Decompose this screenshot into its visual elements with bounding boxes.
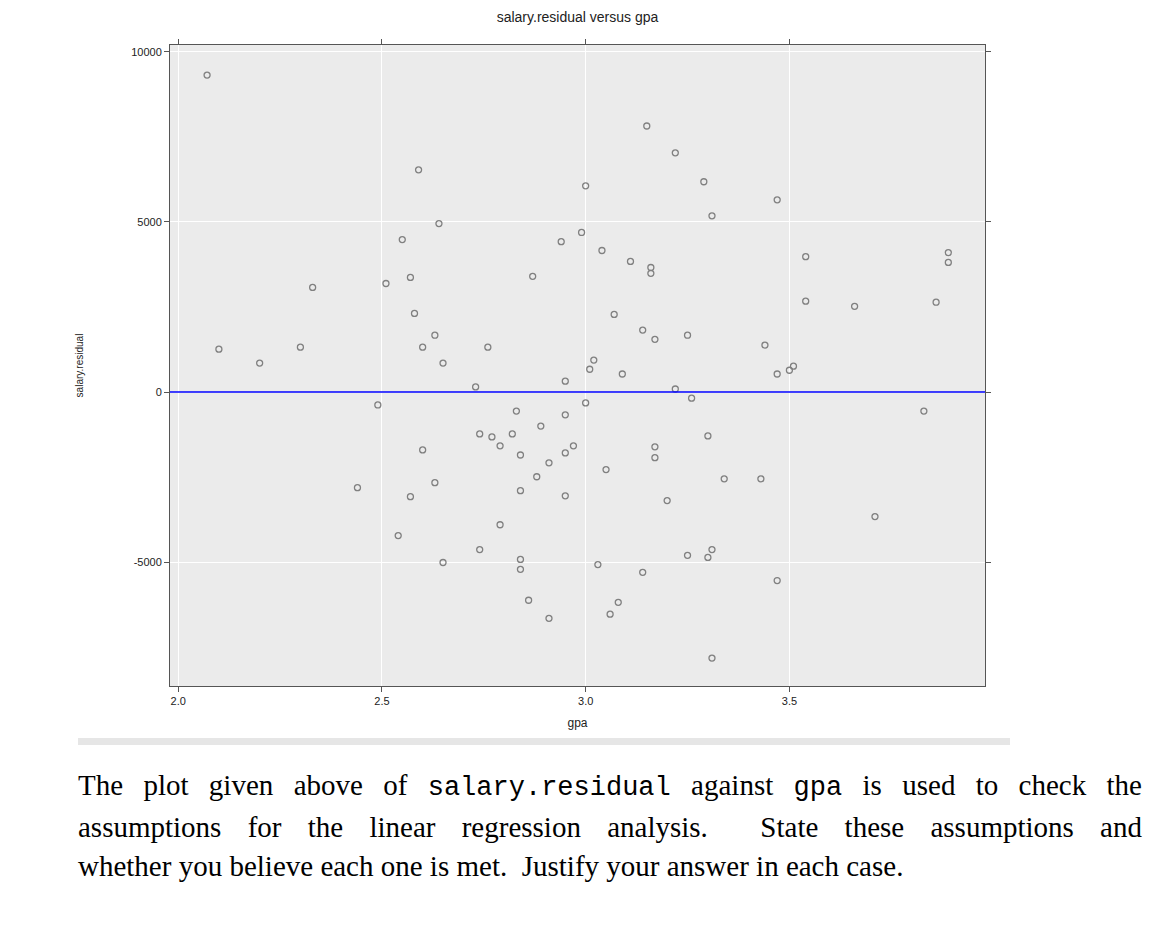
html-text:whether you believe each one i: whether you believe each one is met. Jus… (78, 850, 904, 882)
svg-text:10000: 10000 (131, 46, 162, 58)
svg-text:gpa: gpa (567, 716, 587, 730)
svg-text:2.0: 2.0 (171, 695, 186, 707)
svg-text:2.5: 2.5 (374, 695, 389, 707)
svg-text:3.5: 3.5 (782, 695, 797, 707)
svg-text:3.0: 3.0 (578, 695, 593, 707)
svg-text:salary.residual versus gpa: salary.residual versus gpa (497, 9, 659, 25)
svg-text:0: 0 (156, 386, 162, 398)
html-text:The plot given above of salary: The plot given above of salary.residual … (78, 769, 1142, 803)
svg-text:5000: 5000 (137, 216, 161, 228)
svg-text:-5000: -5000 (134, 556, 162, 568)
html-text:assumptions for the linear reg: assumptions for the linear regression an… (78, 811, 1142, 843)
svg-text:salary.residual: salary.residual (74, 334, 85, 398)
